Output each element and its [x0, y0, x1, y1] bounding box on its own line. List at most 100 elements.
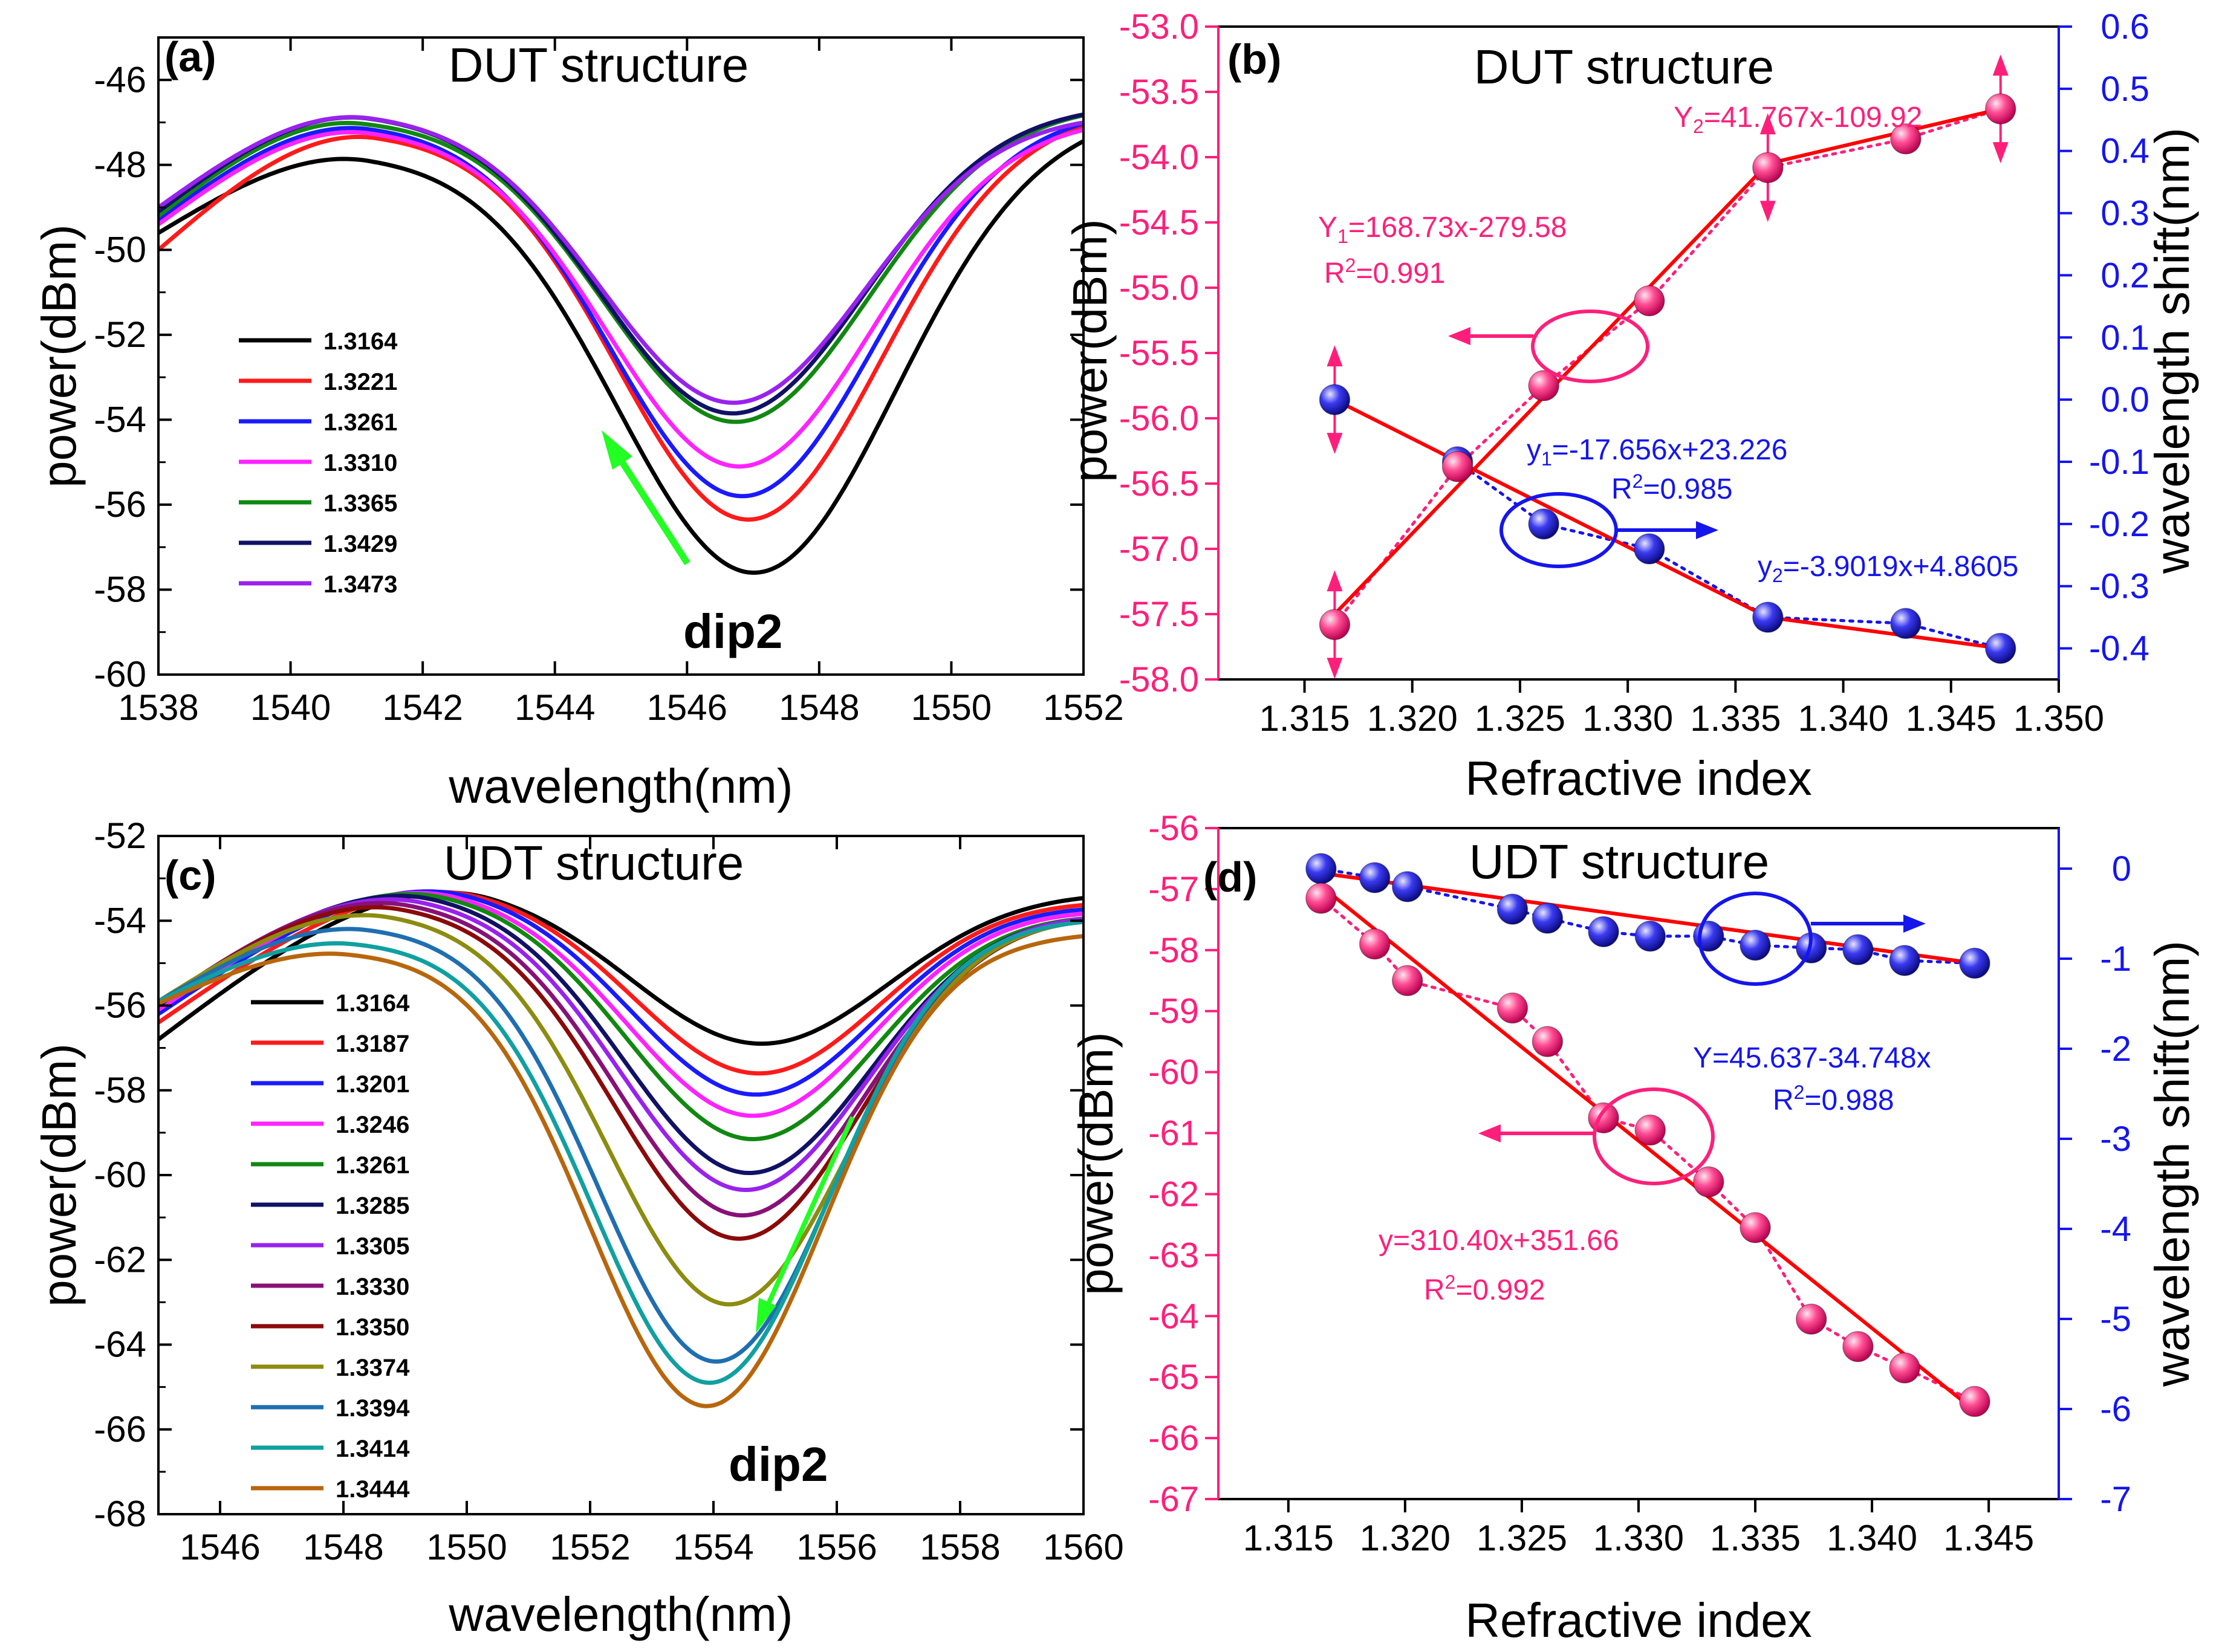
y-tick-label: -62 [94, 1239, 146, 1280]
shift-marker [1890, 607, 1922, 640]
panel-a-dip-label: dip2 [683, 604, 782, 658]
x-tick-label: 1544 [515, 687, 595, 728]
y-left-tick-label: -63 [1148, 1236, 1199, 1275]
spectrum-line-1.3414 [158, 919, 1083, 1385]
spectrum-line-1.3164 [158, 139, 1083, 575]
y-left-tick-label: -58.0 [1119, 660, 1199, 699]
x-tick-label: 1540 [250, 687, 331, 728]
panel-b-markers [1319, 54, 2016, 679]
panel-a-curves [158, 112, 1083, 575]
panel-a-ylabel: power(dBm) [32, 224, 86, 488]
panel-c-title: UDT structure [444, 836, 744, 890]
power-fit-line [1320, 884, 1976, 1413]
shift-marker [1634, 533, 1665, 565]
x-tick-label: 1.345 [1906, 698, 1996, 739]
y-right-tick-label: 0.0 [2100, 380, 2149, 419]
x-tick-label: 1.335 [1710, 1518, 1801, 1558]
x-tick-label: 1.315 [1243, 1518, 1334, 1558]
panel-d-markers [1305, 853, 1990, 1417]
panel-b-title: DUT structure [1474, 40, 1774, 94]
x-tick-label: 1.340 [1798, 698, 1889, 739]
x-tick-label: 1558 [920, 1527, 1000, 1567]
error-bar-cap-up [1327, 345, 1343, 367]
legend-label-1.3261: 1.3261 [336, 1152, 409, 1179]
y-right-tick-label: 0 [2112, 849, 2131, 889]
y-left-tick-label: -55.0 [1119, 268, 1199, 308]
panel-a-frame [157, 36, 1085, 676]
x-tick-label: 1.350 [2013, 698, 2104, 739]
y-right-tick-label: 0.5 [2100, 70, 2149, 109]
shift-marker [1959, 947, 1990, 979]
panel-c-curves [158, 889, 1083, 1408]
panel-b-power-circle [1531, 309, 1649, 383]
legend-label-1.3305: 1.3305 [336, 1233, 409, 1260]
panel-d-eq-shift: Y=45.637-34.748x [1693, 1042, 1931, 1074]
shift-marker [1496, 893, 1528, 925]
panel-a-title: DUT structure [449, 38, 749, 92]
x-tick-label: 1554 [673, 1527, 753, 1567]
y-left-tick-label: -65 [1148, 1358, 1199, 1397]
x-tick-label: 1552 [550, 1527, 630, 1567]
panel-c: 1546 1548 1550 1552 1554 1556 1558 1560 -68 -66 -6… [32, 815, 1124, 1641]
x-tick-label: 1.325 [1476, 1518, 1567, 1558]
y-right-tick-label: -2 [2100, 1029, 2131, 1069]
x-tick-label: 1560 [1043, 1527, 1123, 1567]
y-left-tick-label: -56 [1148, 809, 1199, 848]
y-left-tick-label: -59 [1148, 992, 1199, 1031]
panel-d-title: UDT structure [1469, 835, 1769, 889]
spectrum-line-1.3221 [158, 124, 1083, 522]
panel-d-r2-power: R2=0.992 [1424, 1271, 1545, 1306]
panel-d-r2-shift: R2=0.988 [1773, 1081, 1894, 1116]
y-tick-label: -66 [94, 1409, 146, 1450]
y-right-tick-label: -0.4 [2089, 629, 2149, 669]
y-tick-label: -68 [94, 1494, 146, 1534]
error-bar-cap-down [1327, 658, 1343, 679]
x-tick-label: 1.330 [1593, 1518, 1684, 1558]
spectrum-line-1.3261 [158, 121, 1083, 499]
power-marker [1985, 93, 2016, 125]
y-tick-label: -54 [94, 399, 146, 439]
power-marker [1889, 1352, 1920, 1384]
y-left-tick-label: -56.0 [1119, 399, 1199, 438]
y-tick-label: -50 [94, 229, 146, 270]
shift-marker [1588, 916, 1619, 948]
x-tick-label: 1546 [647, 687, 727, 728]
power-marker [1693, 1166, 1724, 1198]
legend-label-1.3164: 1.3164 [323, 328, 398, 355]
legend-label-1.3444: 1.3444 [336, 1476, 410, 1503]
legend-label-1.3310: 1.3310 [323, 450, 397, 476]
legend-label-1.3365: 1.3365 [323, 490, 397, 517]
y-tick-label: -54 [94, 900, 146, 941]
panel-b-eq-power-1: Y1=168.73x-279.58 [1318, 212, 1567, 247]
power-marker [1752, 152, 1784, 184]
panel-d-ticks: 1.315 1.320 1.325 1.330 1.335 1.340 1.345 -67 -6… [1148, 809, 2131, 1558]
power-marker [1959, 1385, 1990, 1417]
shift-fit-line [1767, 615, 2001, 650]
x-tick-label: 1550 [911, 687, 992, 728]
x-tick-label: 1538 [118, 687, 198, 728]
y-right-tick-label: 0.1 [2100, 318, 2149, 357]
panel-a-legend: 1.3164 1.3221 1.3261 1.3310 1.3365 1.3429 1.34… [239, 328, 398, 598]
y-right-tick-label: -1 [2100, 939, 2131, 979]
y-right-tick-label: 0.6 [2100, 7, 2149, 47]
y-left-tick-label: -57.5 [1119, 595, 1199, 634]
y-left-tick-label: -54.5 [1119, 203, 1199, 242]
shift-marker [1842, 934, 1874, 965]
y-right-tick-label: 0.4 [2100, 132, 2149, 171]
panel-b-power-arrow [1448, 327, 1533, 345]
panel-c-legend: 1.3164 1.3187 1.3201 1.3246 1.3261 1.3285 1.33… [251, 990, 410, 1503]
x-tick-label: 1542 [382, 687, 463, 728]
y-tick-label: -60 [94, 654, 146, 695]
y-right-tick-label: 0.3 [2100, 194, 2149, 233]
y-tick-label: -60 [94, 1155, 146, 1195]
spectrum-line-1.3310 [158, 128, 1083, 469]
panel-a-xlabel: wavelength(nm) [448, 759, 793, 813]
shift-fit-line [1334, 398, 1769, 619]
x-tick-label: 1550 [426, 1527, 507, 1567]
y-left-tick-label: -55.5 [1119, 334, 1199, 373]
power-fit-line [1767, 107, 2001, 166]
error-bar-cap-up [1759, 113, 1776, 135]
panel-d-shift-circle [1698, 892, 1813, 986]
power-marker [1890, 123, 1922, 155]
panel-c-label: (c) [164, 852, 216, 899]
